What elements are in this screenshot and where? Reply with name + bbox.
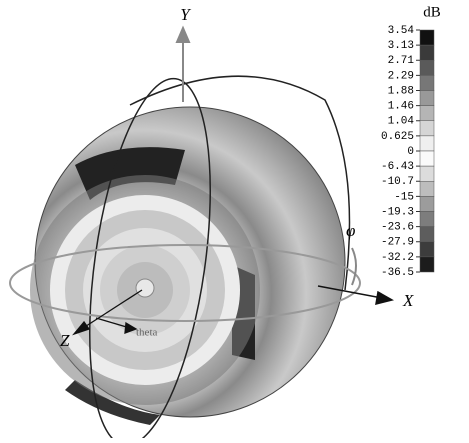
colorbar-band [420,196,434,211]
colorbar-tick-label: 1.88 [388,85,414,97]
colorbar-tick-label: 1.46 [388,101,414,113]
colorbar-tick-label: 2.29 [388,70,414,82]
colorbar-tick-label: -6.43 [381,161,414,173]
colorbar-band [420,242,434,257]
phi-arrow [352,248,356,285]
radiation-pattern: Y X Z φ theta dB 3.54 3.13 2.71 2.29 1.88 1.4… [0,0,469,438]
colorbar-tick-label: -10.7 [381,176,414,188]
phi-label: φ [346,221,355,240]
colorbar-tick-label: 2.71 [388,55,415,67]
y-axis-label: Y [180,5,191,24]
colorbar-band [420,136,434,151]
theta-label: theta [136,327,157,339]
colorbar-band [420,91,434,106]
colorbar-band [420,45,434,60]
colorbar-band [420,75,434,90]
colorbar-band [420,151,434,166]
colorbar-tick-label: 3.13 [388,40,414,52]
colorbar-tick-label: 1.04 [388,116,415,128]
colorbar-band [420,106,434,121]
colorbar-band [420,227,434,242]
colorbar-band [420,257,434,272]
colorbar-band [420,60,434,75]
colorbar-band [420,212,434,227]
colorbar-tick-label: 0 [407,146,414,158]
colorbar-tick-label: -19.3 [381,206,414,218]
z-axis-label: Z [60,331,70,350]
sphere [30,107,345,425]
colorbar-band [420,30,434,45]
colorbar-tick-label: -32.2 [381,252,414,264]
colorbar-tick-label: -15 [394,191,414,203]
colorbar-band [420,166,434,181]
colorbar-title: dB [423,4,441,20]
colorbar-band [420,121,434,136]
colorbar-tick-label: 3.54 [388,25,415,37]
x-axis-label: X [402,291,414,310]
colorbar-tick-label: -36.5 [381,267,414,279]
colorbar-band [420,181,434,196]
colorbar-tick-label: 0.625 [381,131,414,143]
colorbar: 3.54 3.13 2.71 2.29 1.88 1.46 1.04 0.625 0 -6.43 -… [381,25,434,279]
colorbar-tick-label: -27.9 [381,237,414,249]
y-axis-arrow [177,28,189,102]
colorbar-tick-label: -23.6 [381,222,414,234]
